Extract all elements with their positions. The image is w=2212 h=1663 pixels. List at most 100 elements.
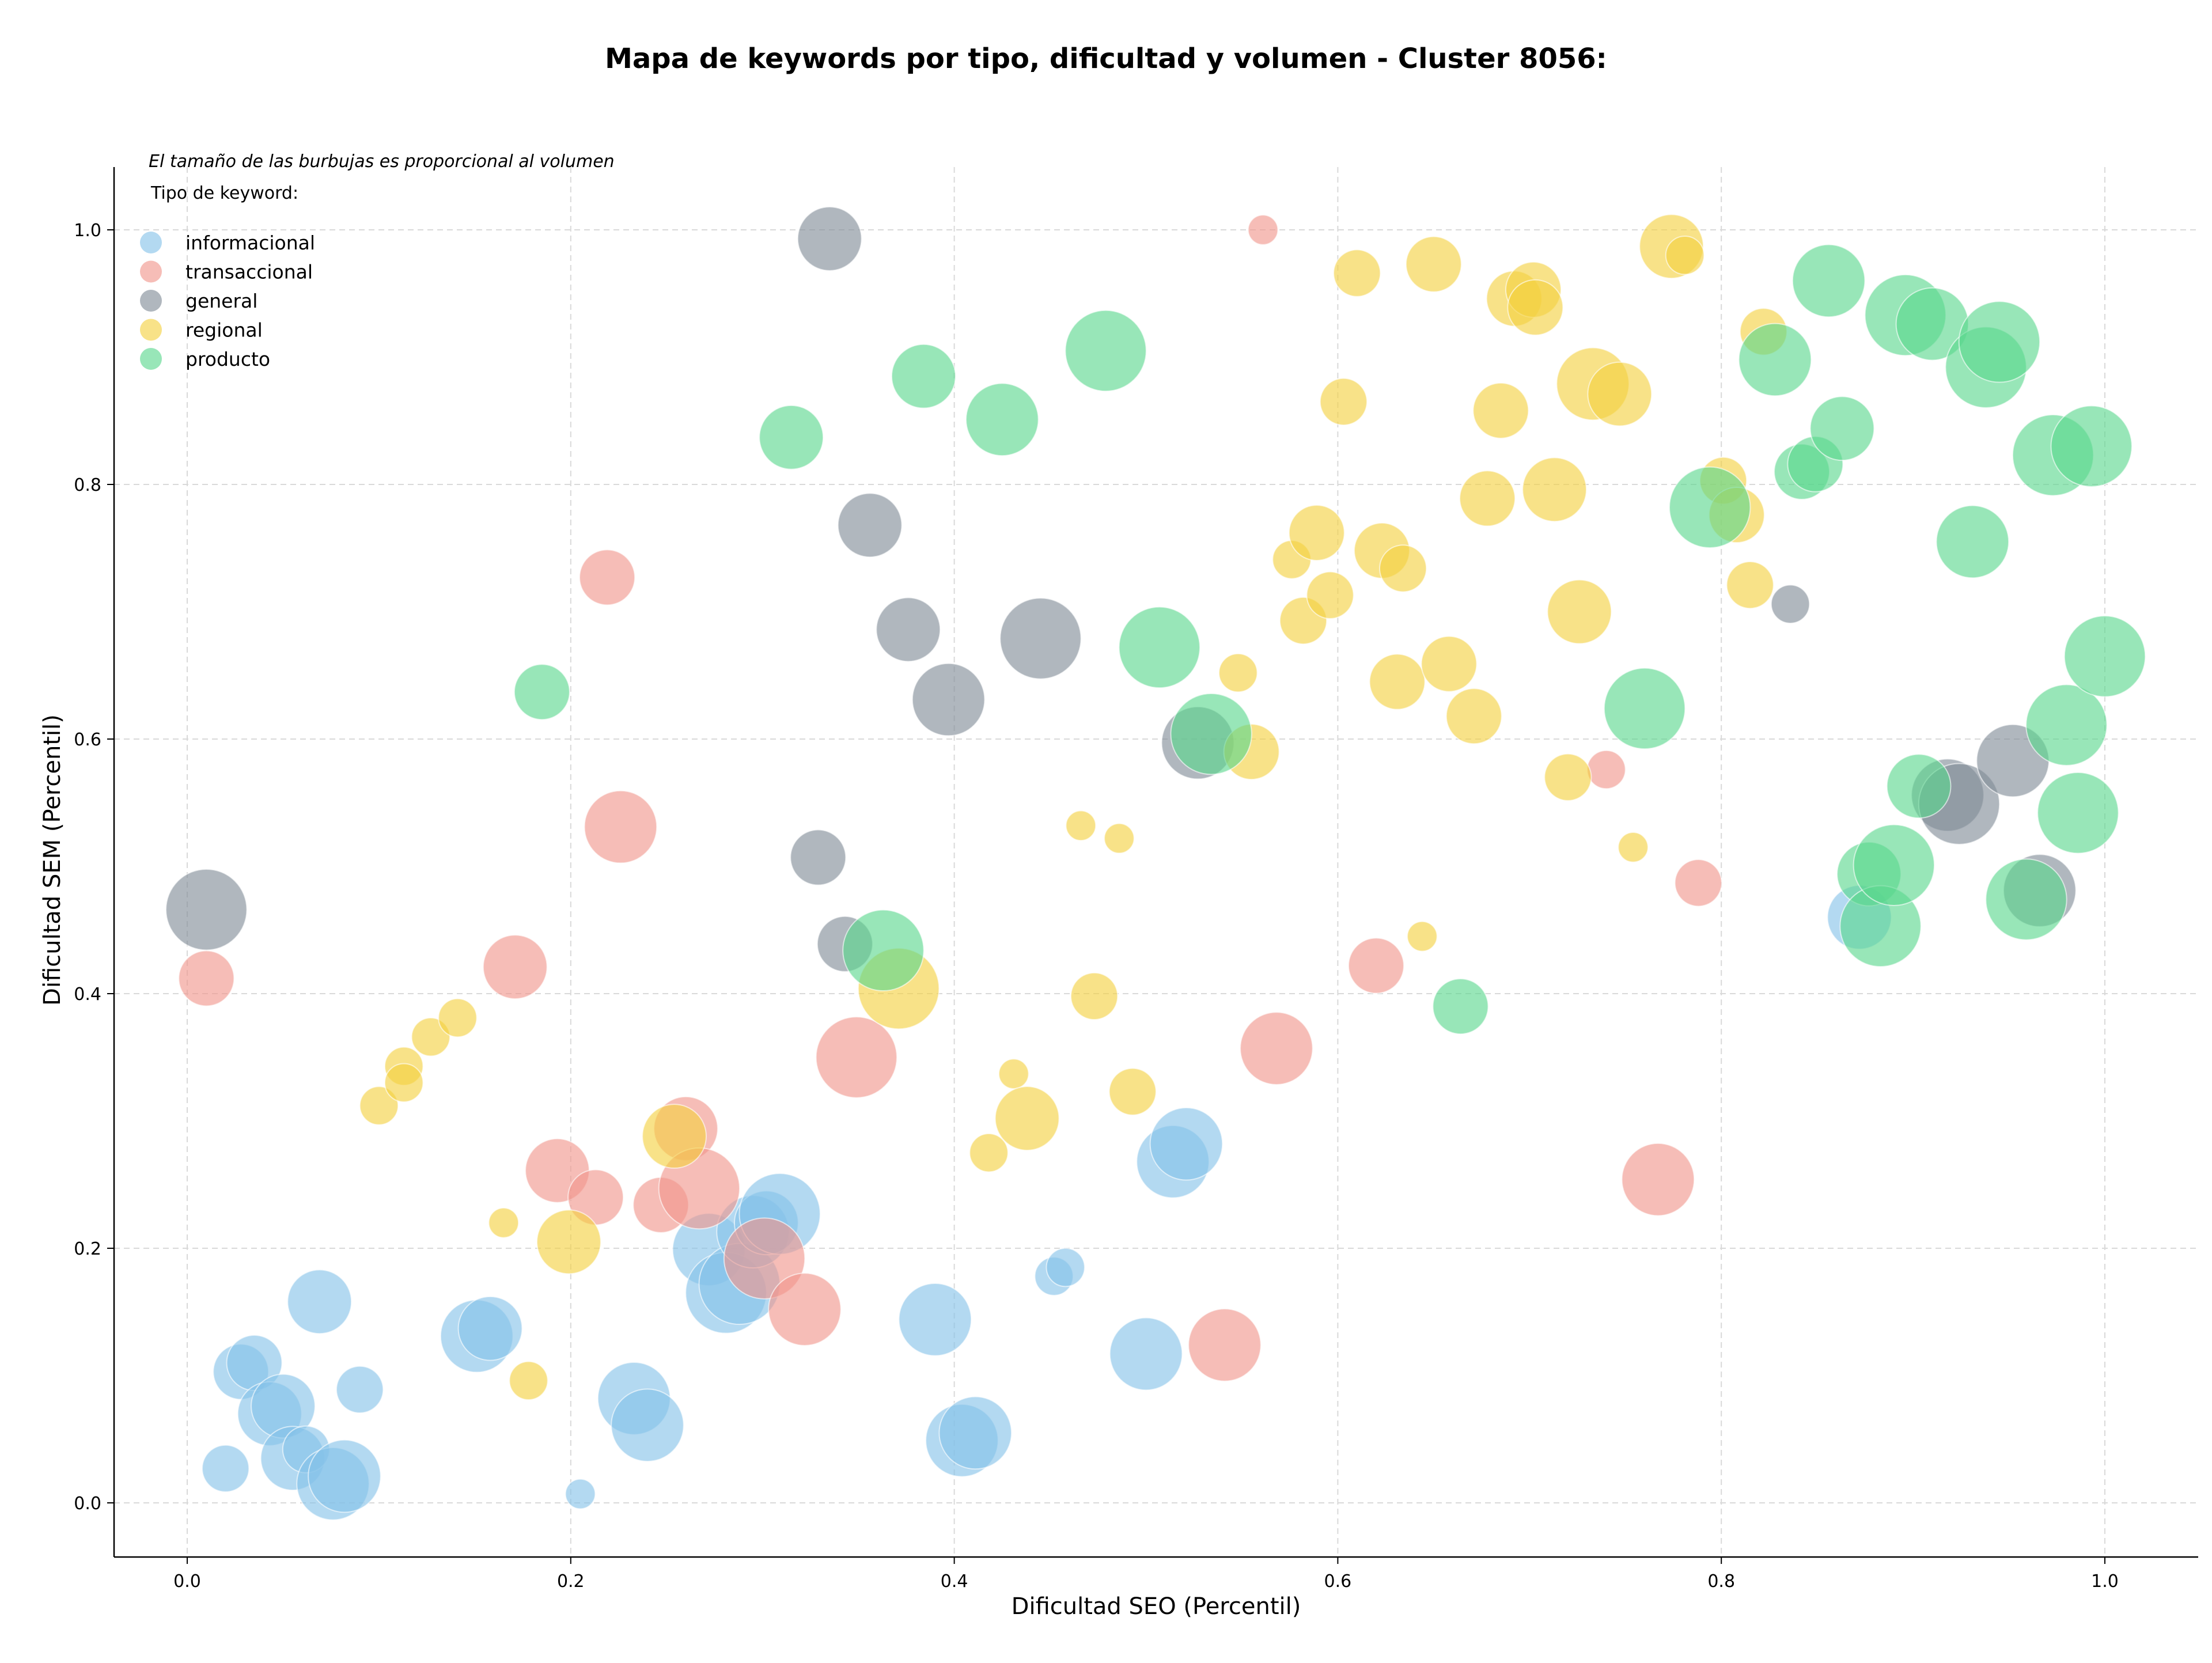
bubble-producto bbox=[1886, 753, 1952, 819]
y-tick-label: 0.2 bbox=[74, 1239, 101, 1259]
legend-marker bbox=[140, 319, 162, 341]
legend-item-producto: producto bbox=[140, 348, 270, 370]
bubble-regional bbox=[1306, 571, 1354, 619]
y-tick-label: 0.0 bbox=[74, 1494, 101, 1514]
bubble-producto bbox=[2063, 615, 2146, 698]
bubble-informacional bbox=[1149, 1107, 1224, 1181]
bubble-regional bbox=[1288, 504, 1345, 561]
bubble-regional bbox=[1333, 249, 1381, 297]
bubble-transaccional bbox=[1674, 859, 1722, 907]
y-axis-label: Dificultad SEM (Percentil) bbox=[39, 714, 66, 1006]
bubble-transaccional bbox=[1247, 214, 1279, 245]
bubble-informacional bbox=[938, 1396, 1013, 1470]
x-tick-label: 0.4 bbox=[941, 1571, 968, 1592]
bubble-general bbox=[876, 597, 941, 662]
bubble-regional bbox=[1378, 544, 1427, 593]
bubble-regional bbox=[411, 1017, 450, 1057]
bubble-informacional bbox=[611, 1388, 684, 1462]
series-informacional bbox=[201, 885, 1892, 1521]
legend-item-transaccional: transaccional bbox=[140, 260, 313, 283]
legend-title: Tipo de keyword: bbox=[150, 183, 298, 203]
bubble-regional bbox=[969, 1133, 1009, 1173]
bubble-regional bbox=[1665, 236, 1705, 275]
bubble-regional bbox=[1369, 653, 1426, 710]
x-axis-label: Dificultad SEO (Percentil) bbox=[1012, 1593, 1301, 1620]
bubble-informacional bbox=[1109, 1317, 1183, 1391]
bubble-informacional bbox=[565, 1478, 596, 1510]
legend-label: informacional bbox=[185, 232, 315, 254]
bubble-informacional bbox=[336, 1365, 384, 1414]
bubble-informacional bbox=[287, 1269, 353, 1335]
legend-label: general bbox=[185, 290, 257, 312]
bubble-general bbox=[797, 206, 862, 271]
bubble-informacional bbox=[457, 1295, 523, 1361]
bubble-producto bbox=[1936, 505, 2010, 579]
legend-marker bbox=[140, 232, 162, 253]
bubble-regional bbox=[642, 1104, 707, 1169]
bubble-transaccional bbox=[768, 1272, 842, 1346]
bubble-producto bbox=[2050, 405, 2133, 487]
bubble-regional bbox=[1472, 382, 1529, 439]
series-transaccional bbox=[178, 214, 1722, 1382]
bubble-regional bbox=[1405, 236, 1462, 293]
bubble-producto bbox=[1669, 466, 1751, 548]
bubble-regional bbox=[1459, 470, 1516, 527]
bubble-regional bbox=[1218, 653, 1258, 693]
bubble-regional bbox=[1544, 753, 1592, 801]
y-tick-label: 0.4 bbox=[74, 984, 101, 1005]
bubble-regional bbox=[1065, 810, 1097, 842]
x-tick-label: 0.2 bbox=[557, 1571, 585, 1592]
grid bbox=[114, 167, 2198, 1557]
axes: 0.0 0.2 0.4 0.6 0.8 1.0 0.0 0.2 0.4 0.6 0.8 1.0 bbox=[74, 167, 2198, 1592]
bubble-regional bbox=[359, 1086, 399, 1126]
legend-label: producto bbox=[185, 348, 270, 370]
bubble-producto bbox=[1985, 858, 2067, 941]
bubble-regional bbox=[1726, 560, 1774, 609]
y-tick-label: 0.8 bbox=[74, 475, 101, 495]
bubble-producto bbox=[1809, 396, 1875, 461]
bubble-regional bbox=[1445, 688, 1502, 745]
bubble-transaccional bbox=[1621, 1142, 1695, 1217]
series-producto bbox=[513, 244, 2146, 1035]
bubble-transaccional bbox=[584, 790, 658, 864]
bubble-transaccional bbox=[1240, 1012, 1313, 1085]
bubble-producto bbox=[2025, 684, 2108, 766]
bubble-producto bbox=[1603, 667, 1686, 750]
bubble-regional bbox=[1522, 457, 1587, 522]
bubble-general bbox=[790, 829, 847, 886]
bubble-informacional bbox=[201, 1444, 250, 1492]
series-regional bbox=[359, 214, 1788, 1401]
bubble-informacional bbox=[898, 1282, 972, 1357]
bubble-layer bbox=[165, 206, 2146, 1521]
bubble-general bbox=[999, 597, 1082, 680]
bubble-producto bbox=[842, 909, 925, 992]
y-tick-label: 1.0 bbox=[74, 221, 101, 241]
bubble-general bbox=[837, 493, 903, 558]
legend-item-regional: regional bbox=[140, 319, 263, 342]
bubble-transaccional bbox=[482, 934, 548, 999]
bubble-transaccional bbox=[178, 950, 235, 1007]
legend-marker bbox=[140, 290, 162, 312]
bubble-regional bbox=[438, 998, 478, 1038]
bubble-producto bbox=[965, 382, 1039, 457]
bubble-regional bbox=[1407, 920, 1438, 952]
x-tick-label: 0.0 bbox=[173, 1571, 201, 1592]
y-tick-label: 0.6 bbox=[74, 730, 101, 750]
bubble-transaccional bbox=[1347, 937, 1404, 994]
bubble-regional bbox=[1421, 635, 1478, 692]
bubble-transaccional bbox=[1586, 749, 1626, 790]
bubble-regional bbox=[1547, 579, 1612, 645]
bubble-producto bbox=[1170, 692, 1252, 775]
legend: El tamaño de las burbujas es proporciona… bbox=[140, 151, 615, 370]
bubble-transaccional bbox=[1188, 1308, 1262, 1382]
bubble-regional bbox=[1587, 361, 1653, 427]
bubble-producto bbox=[1118, 606, 1201, 689]
bubble-regional bbox=[1070, 972, 1119, 1021]
bubble-transaccional bbox=[815, 1016, 898, 1098]
bubble-producto bbox=[1065, 309, 1147, 392]
legend-marker bbox=[140, 260, 162, 283]
bubble-producto bbox=[1432, 978, 1489, 1035]
bubble-producto bbox=[1853, 824, 1936, 906]
